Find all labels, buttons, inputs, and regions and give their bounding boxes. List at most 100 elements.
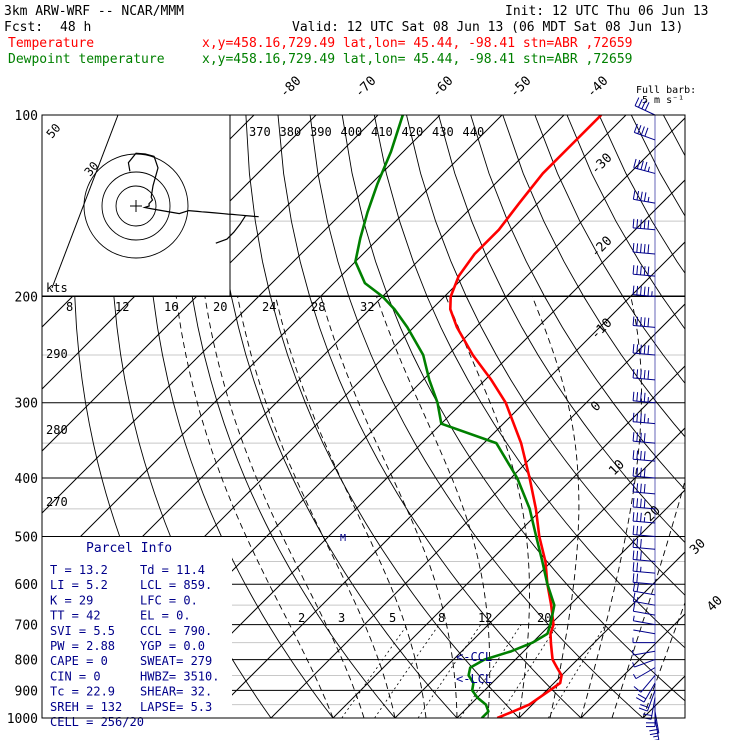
- full-barb-value: 5 m s⁻¹: [642, 95, 684, 106]
- wind-barb-flag: [632, 482, 635, 493]
- dry-adiabat: [502, 115, 685, 438]
- wind-barb-half: [636, 597, 639, 603]
- wind-barb-flag: [636, 413, 639, 423]
- moist-adiabat: [580, 296, 642, 718]
- isotherm-line: [642, 675, 685, 718]
- wind-barb-flag: [636, 562, 639, 572]
- wind-barb-flag: [632, 562, 635, 572]
- hodograph-speed-label: 12: [115, 300, 129, 314]
- dry-adiabat: [566, 115, 685, 330]
- wind-barb-flag: [636, 550, 639, 560]
- wind-barb-flag: [642, 713, 652, 717]
- mixing-ratio-label: 5: [389, 611, 396, 625]
- pressure-label: 100: [15, 109, 38, 124]
- wind-barb-staff: [633, 650, 656, 656]
- parcel-row-left: TT = 42: [50, 609, 101, 623]
- mixing-ratio-label: 12: [478, 611, 492, 625]
- wind-barb-half: [647, 166, 650, 172]
- wind-barb-half: [631, 650, 634, 656]
- pressure-label: 200: [15, 291, 38, 306]
- wind-barb-flag: [637, 125, 642, 134]
- lcl-marker: <-LCL: [456, 672, 492, 686]
- dry-adiabat: [180, 115, 396, 718]
- parcel-row-right: YGP = 0.0: [140, 639, 205, 653]
- wind-barb-flag: [647, 370, 650, 380]
- wind-barb-flag: [636, 450, 639, 460]
- dry-adiabat: [146, 115, 334, 718]
- wind-barb-staff: [634, 659, 656, 668]
- wind-barb-flag: [632, 218, 635, 228]
- wind-barb-staff: [650, 697, 656, 720]
- theta-e-label: 410: [371, 125, 393, 139]
- moist-adiabat: [237, 296, 396, 718]
- wind-barb-flag: [647, 286, 650, 296]
- mixing-ratio-label: 20: [537, 611, 551, 625]
- wind-barb-flag: [640, 392, 642, 402]
- model-title: 3km ARW-WRF -- NCAR/MMM: [4, 4, 184, 19]
- wind-barb-flag: [643, 498, 646, 508]
- wind-barb-flag: [632, 368, 635, 379]
- wind-barb-flag: [640, 126, 645, 136]
- wind-barb-flag: [640, 551, 642, 561]
- parcel-row-right: CCL = 790.: [140, 624, 212, 638]
- wind-barb-staff: [633, 294, 656, 298]
- theta-label: 290: [46, 347, 68, 361]
- parcel-info-table: T = 13.2 Td = 11.4 LI = 5.2 LCL = 859. K = 2…: [42, 537, 232, 729]
- wind-barb-flag: [640, 191, 643, 201]
- dewpoint-profile: [354, 115, 556, 718]
- wind-barb-flag: [647, 345, 650, 355]
- pressure-axis-labels: 100 200 300 400 500 600 700 800 900 1000: [7, 109, 38, 727]
- pressure-label: 600: [15, 578, 38, 593]
- wind-barb-flag: [643, 192, 647, 202]
- dry-adiabat: [373, 115, 685, 649]
- parcel-row-right: SHEAR= 32.: [140, 685, 212, 699]
- wind-barb-flag: [640, 450, 642, 460]
- wind-barb-flag: [643, 468, 646, 478]
- hodograph-axis: [51, 114, 119, 289]
- wind-barb-staff: [633, 620, 656, 626]
- mixing-ratio-line: [459, 624, 522, 718]
- dry-adiabat: [728, 115, 740, 718]
- wind-barb-flag: [649, 732, 659, 736]
- hodograph-speed-label: 20: [213, 300, 227, 314]
- wind-barb-staff: [633, 600, 656, 606]
- isotherm-label: 0: [588, 399, 604, 415]
- isotherm-line: [146, 179, 685, 718]
- wind-barb-flag: [641, 100, 647, 110]
- dry-adiabat: [309, 115, 644, 718]
- wind-barb-flag: [636, 498, 639, 508]
- parcel-row-left: Tc = 22.9: [50, 685, 115, 699]
- isotherm-line: [456, 489, 685, 718]
- wind-barb-staff: [633, 581, 656, 585]
- theta-e-label: 400: [341, 125, 363, 139]
- wind-barb-flag: [632, 512, 635, 522]
- wind-barb-flag: [632, 391, 635, 401]
- wind-barb-flag: [632, 538, 635, 548]
- parcel-row-left: LI = 5.2: [50, 578, 108, 592]
- wind-barb-flag: [643, 244, 646, 254]
- theta-label: 270: [46, 495, 68, 509]
- wind-barb-flag: [643, 286, 646, 296]
- isotherm-line: [332, 365, 685, 718]
- wind-barb-flag: [632, 467, 635, 477]
- wind-barb-flag: [632, 243, 635, 253]
- parcel-row-left: K = 29: [50, 593, 93, 607]
- full-barb-title: Full barb:: [636, 85, 696, 96]
- legend-temperature-label: Temperature: [8, 36, 94, 51]
- wind-barb-flag: [640, 483, 642, 493]
- pressure-label: 900: [15, 684, 38, 699]
- wind-barb-flag: [632, 265, 635, 275]
- wind-barb-flag: [640, 498, 642, 508]
- dry-adiabat: [534, 115, 685, 384]
- isotherm-line: [42, 115, 379, 452]
- wind-barb-flag: [643, 451, 646, 461]
- hodograph-trace: [127, 152, 259, 244]
- wind-barb-flag: [632, 550, 635, 560]
- forecast-hour: 48 h: [60, 20, 91, 35]
- valid-time: Valid: 12 UTC Sat 08 Jun 13 (06 MDT Sat …: [292, 20, 683, 35]
- theta-e-label: 380: [280, 125, 302, 139]
- wind-barb-staff: [633, 570, 656, 574]
- wind-barb-flag: [640, 219, 642, 229]
- isotherm-line: [394, 427, 685, 718]
- mixing-ratio-label: 2: [298, 611, 305, 625]
